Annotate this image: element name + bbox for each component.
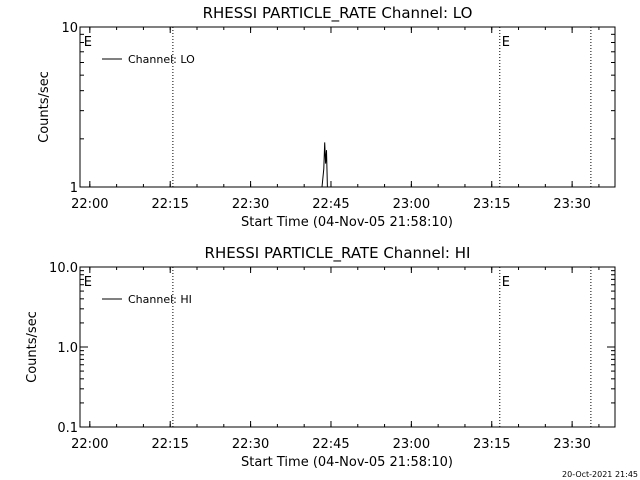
y-tick-label: 1.0 xyxy=(57,341,78,356)
x-tick-label: 23:00 xyxy=(393,437,430,452)
x-tick-label: 23:00 xyxy=(393,197,430,212)
chart-title: RHESSI PARTICLE_RATE Channel: HI xyxy=(205,244,471,263)
chart-title: RHESSI PARTICLE_RATE Channel: LO xyxy=(203,4,473,23)
x-tick-label: 22:30 xyxy=(232,437,269,452)
x-tick-label: 23:15 xyxy=(473,197,510,212)
y-tick-label: 10.0 xyxy=(49,261,78,276)
event-marker-label: E xyxy=(502,275,510,290)
x-tick-label: 22:45 xyxy=(312,197,349,212)
plot-frame xyxy=(79,26,616,188)
plot-frame xyxy=(79,266,616,428)
footer-timestamp: 20-Oct-2021 21:45 xyxy=(562,470,638,479)
series-line xyxy=(321,142,328,188)
x-tick-label: 22:00 xyxy=(71,197,108,212)
legend-entry: Channel: HI xyxy=(128,293,192,306)
y-tick-label: 1 xyxy=(70,181,78,196)
x-tick-label: 22:15 xyxy=(151,197,188,212)
x-tick-label: 22:30 xyxy=(232,197,269,212)
y-tick-label: 0.1 xyxy=(57,421,78,436)
x-tick-label: 22:15 xyxy=(151,437,188,452)
event-marker-label: E xyxy=(502,35,510,50)
event-marker-label: E xyxy=(84,275,92,290)
y-axis-label: Counts/sec xyxy=(25,311,40,383)
x-tick-label: 23:30 xyxy=(553,197,590,212)
y-axis-label: Counts/sec xyxy=(37,71,52,143)
x-tick-label: 23:30 xyxy=(553,437,590,452)
legend-entry: Channel: LO xyxy=(128,53,195,66)
x-tick-label: 23:15 xyxy=(473,437,510,452)
event-marker-label: E xyxy=(84,35,92,50)
x-tick-label: 22:00 xyxy=(71,437,108,452)
x-axis-label: Start Time (04-Nov-05 21:58:10) xyxy=(241,215,453,230)
x-tick-label: 22:45 xyxy=(312,437,349,452)
x-axis-label: Start Time (04-Nov-05 21:58:10) xyxy=(241,455,453,470)
y-tick-label: 10 xyxy=(61,21,78,36)
